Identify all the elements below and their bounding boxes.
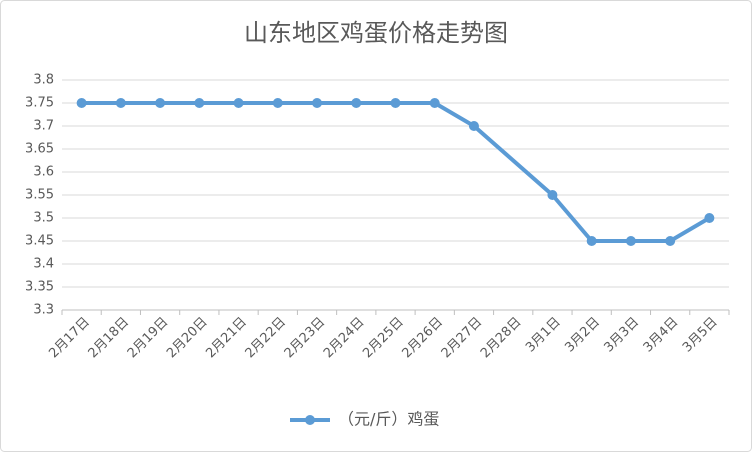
marker [194, 98, 205, 108]
y-tick-label: 3.75 [25, 96, 54, 111]
y-tick-label: 3.7 [33, 119, 54, 134]
y-tick-label: 3.4 [33, 257, 54, 272]
marker [547, 190, 558, 200]
marker [429, 98, 440, 108]
y-tick-label: 3.6 [33, 165, 54, 180]
marker [704, 213, 715, 223]
line-segment [432, 101, 476, 128]
marker [586, 236, 597, 246]
legend-marker [305, 415, 315, 425]
marker [312, 98, 323, 108]
legend-label: （元/斤）鸡蛋 [338, 410, 439, 429]
y-tick-label: 3.8 [33, 73, 54, 88]
line-segment [471, 124, 555, 197]
marker [272, 98, 283, 108]
y-tick-label: 3.5 [33, 211, 54, 226]
y-tick-label: 3.45 [25, 234, 54, 249]
chart-title: 山东地区鸡蛋价格走势图 [244, 19, 508, 47]
y-tick-label: 3.35 [25, 280, 54, 295]
marker [351, 98, 362, 108]
marker [76, 98, 87, 108]
y-tick-label: 3.65 [25, 142, 54, 157]
marker [115, 98, 126, 108]
marker [390, 98, 401, 108]
marker [233, 98, 244, 108]
y-tick-label: 3.55 [25, 188, 54, 203]
marker [155, 98, 166, 108]
marker [665, 236, 676, 246]
marker [468, 121, 479, 131]
y-tick-label: 3.3 [33, 303, 54, 318]
line-segment [668, 216, 712, 243]
line-segment [550, 193, 594, 243]
marker [625, 236, 636, 246]
